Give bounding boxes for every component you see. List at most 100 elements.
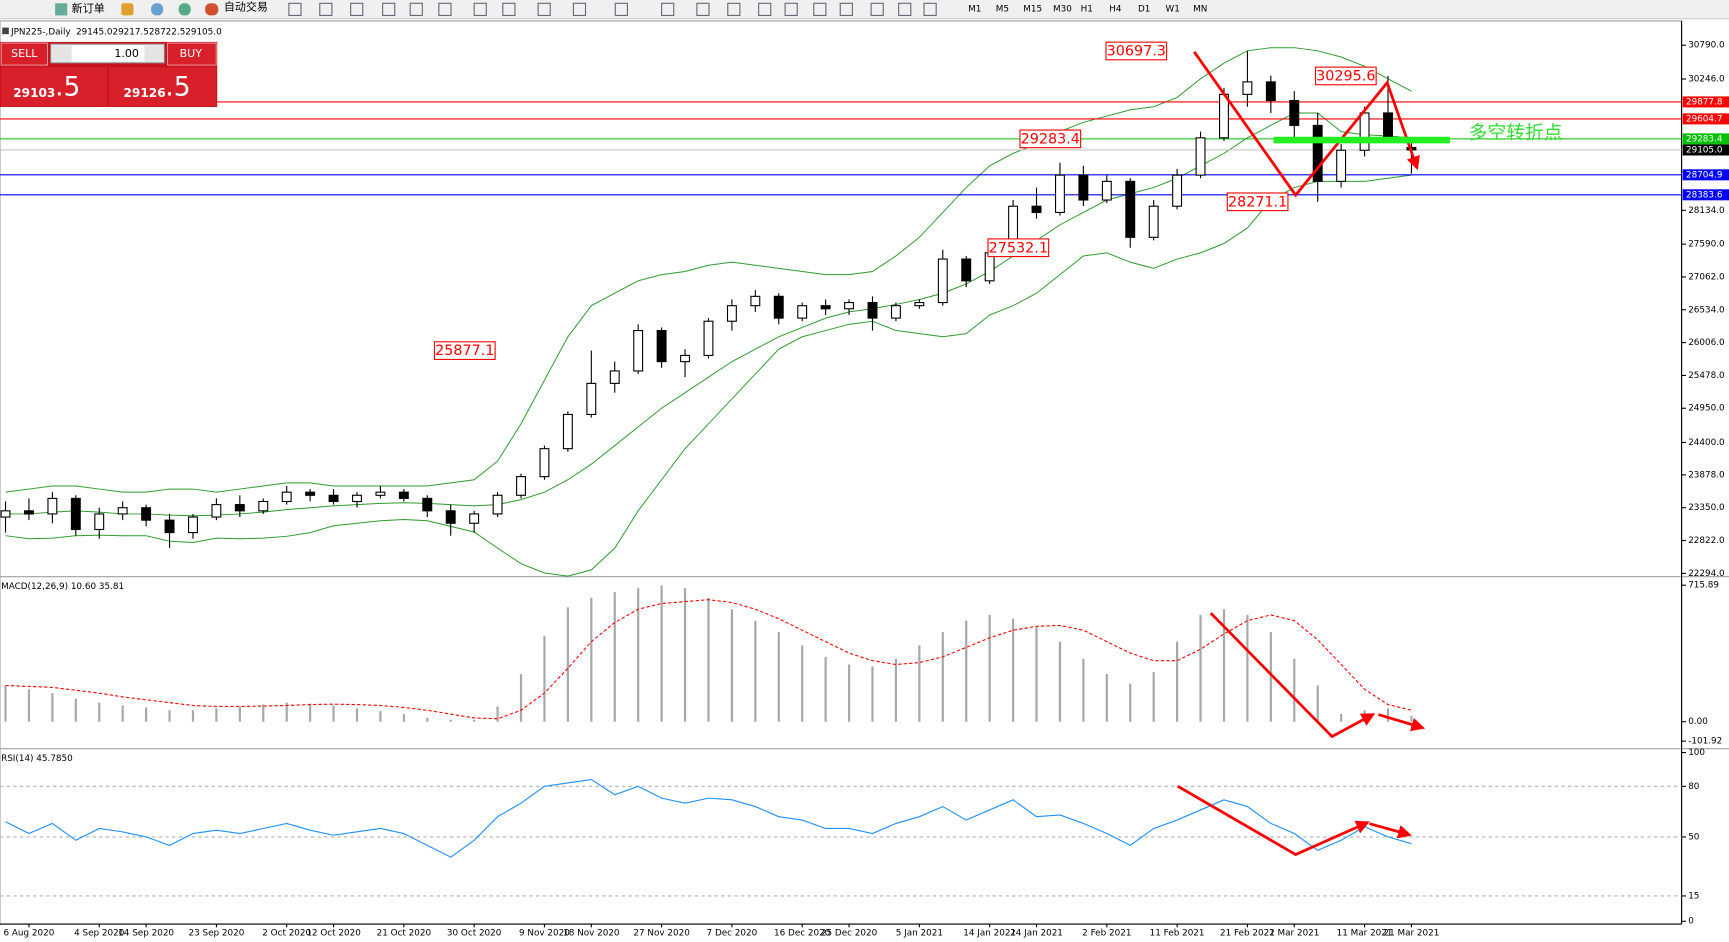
ask-price: 29126 xyxy=(124,86,166,100)
toolbar-icon[interactable] xyxy=(151,3,164,16)
x-tick-label: 18 Nov 2020 xyxy=(563,928,620,938)
toolbar-icon[interactable] xyxy=(537,2,551,16)
toolbar-icon[interactable] xyxy=(382,2,396,16)
macd-bar xyxy=(4,685,7,722)
timeframe-button[interactable]: H1 xyxy=(1081,4,1093,14)
macd-bar xyxy=(496,706,499,722)
buy-label[interactable]: BUY xyxy=(180,47,203,60)
candle-body xyxy=(234,504,245,512)
toolbar-icon[interactable] xyxy=(178,3,191,16)
macd-bar xyxy=(1152,672,1155,722)
candle-body xyxy=(1265,81,1276,102)
timeframe-button[interactable]: M15 xyxy=(1023,4,1042,14)
candle-body xyxy=(1078,174,1089,201)
timeframe-button[interactable]: M30 xyxy=(1053,4,1072,14)
timeframe-button[interactable]: H4 xyxy=(1109,4,1122,14)
candle-body xyxy=(562,413,573,450)
symbol-low: 28722.5 xyxy=(149,27,185,37)
toolbar-icon[interactable] xyxy=(813,2,827,16)
macd-bar xyxy=(847,664,851,722)
sell-button[interactable] xyxy=(0,42,48,66)
toolbar-icon[interactable] xyxy=(758,2,772,16)
indicator-title: RSI(14) 45.7850 xyxy=(1,754,73,764)
macd-bar xyxy=(543,635,546,722)
macd-bar xyxy=(1176,641,1179,722)
auto-trading-icon[interactable] xyxy=(205,3,219,16)
price-annotation-box xyxy=(1105,41,1168,61)
toolbar-icon[interactable] xyxy=(923,2,937,16)
macd-bar xyxy=(871,666,874,722)
toolbar-icon[interactable] xyxy=(121,3,134,16)
macd-bar xyxy=(1129,683,1132,722)
toolbar-icon[interactable] xyxy=(288,2,302,16)
new-order-icon[interactable] xyxy=(55,3,68,16)
toolbar-icon[interactable] xyxy=(438,2,452,16)
timeframe-button[interactable]: M1 xyxy=(968,4,981,14)
price-line-label: 29604.7 xyxy=(1686,114,1722,124)
y-tick-label: 27590.0 xyxy=(1688,240,1725,250)
x-tick-label: 11 Mar 2021 xyxy=(1337,928,1393,938)
toolbar-icon[interactable] xyxy=(727,2,741,16)
macd-bar xyxy=(426,717,429,722)
toolbar-icon[interactable] xyxy=(839,2,853,16)
candle-body xyxy=(94,513,105,531)
candle-body xyxy=(352,494,362,503)
toolbar xyxy=(0,0,1729,19)
x-tick-label: 9 Nov 2020 xyxy=(519,928,570,938)
macd-bar xyxy=(918,645,921,722)
lot-value[interactable]: 1.00 xyxy=(114,47,139,60)
toolbar-icon[interactable] xyxy=(870,2,884,16)
lot-increase[interactable] xyxy=(144,45,164,62)
macd-bar xyxy=(566,607,569,722)
sell-label[interactable]: SELL xyxy=(11,47,38,60)
rsi-arrow xyxy=(1176,785,1370,857)
toolbar-icon[interactable] xyxy=(614,2,628,16)
candle-body xyxy=(469,513,480,524)
bid-box[interactable] xyxy=(1,67,107,106)
toolbar-icon[interactable] xyxy=(502,2,516,16)
new-order-button[interactable]: 新订单 xyxy=(72,1,105,15)
price-line-label: 28704.9 xyxy=(1686,170,1722,180)
y-tick-label: 22294.0 xyxy=(1688,569,1725,579)
macd-bar xyxy=(754,620,757,722)
candle-body xyxy=(680,354,691,363)
toolbar-icon[interactable] xyxy=(784,2,798,16)
macd-bar xyxy=(215,708,218,722)
timeframe-button[interactable]: MN xyxy=(1193,4,1207,14)
price-line-tag xyxy=(1682,189,1729,201)
y-tick-label: -101.92 xyxy=(1688,737,1722,747)
macd-bar xyxy=(637,588,640,722)
toolbar-icon[interactable] xyxy=(350,2,364,16)
toolbar-icon[interactable] xyxy=(898,2,912,16)
lot-input[interactable] xyxy=(50,43,165,64)
y-tick-label: 23350.0 xyxy=(1688,503,1725,513)
lot-decrease[interactable] xyxy=(51,45,72,62)
candle-body xyxy=(890,305,901,319)
macd-bar xyxy=(1246,614,1249,722)
candle-body xyxy=(1219,93,1229,139)
toolbar-icon[interactable] xyxy=(696,2,710,16)
buy-button[interactable] xyxy=(167,42,217,66)
x-tick-label: 30 Oct 2020 xyxy=(447,928,502,938)
toolbar-icon[interactable] xyxy=(661,2,675,16)
candle-body xyxy=(375,491,386,496)
macd-bar xyxy=(1058,641,1062,722)
toolbar-icon[interactable] xyxy=(319,2,333,16)
price-annotation-box xyxy=(1314,66,1377,86)
chart-frame xyxy=(0,20,1683,925)
macd-bar xyxy=(1222,609,1226,722)
y-tick-label: 26006.0 xyxy=(1688,338,1725,348)
signal-line xyxy=(5,599,1412,720)
toolbar-icon[interactable] xyxy=(409,2,423,16)
macd-bar xyxy=(262,704,265,722)
timeframe-button[interactable]: D1 xyxy=(1138,4,1150,14)
candle-body xyxy=(844,302,855,310)
toolbar-icon[interactable] xyxy=(473,2,487,16)
ask-box[interactable] xyxy=(109,67,217,106)
timeframe-button[interactable]: W1 xyxy=(1166,4,1180,14)
auto-trading-button[interactable]: 自动交易 xyxy=(224,0,268,14)
timeframe-button[interactable]: M5 xyxy=(996,4,1009,14)
toolbar-icon[interactable] xyxy=(572,2,587,16)
